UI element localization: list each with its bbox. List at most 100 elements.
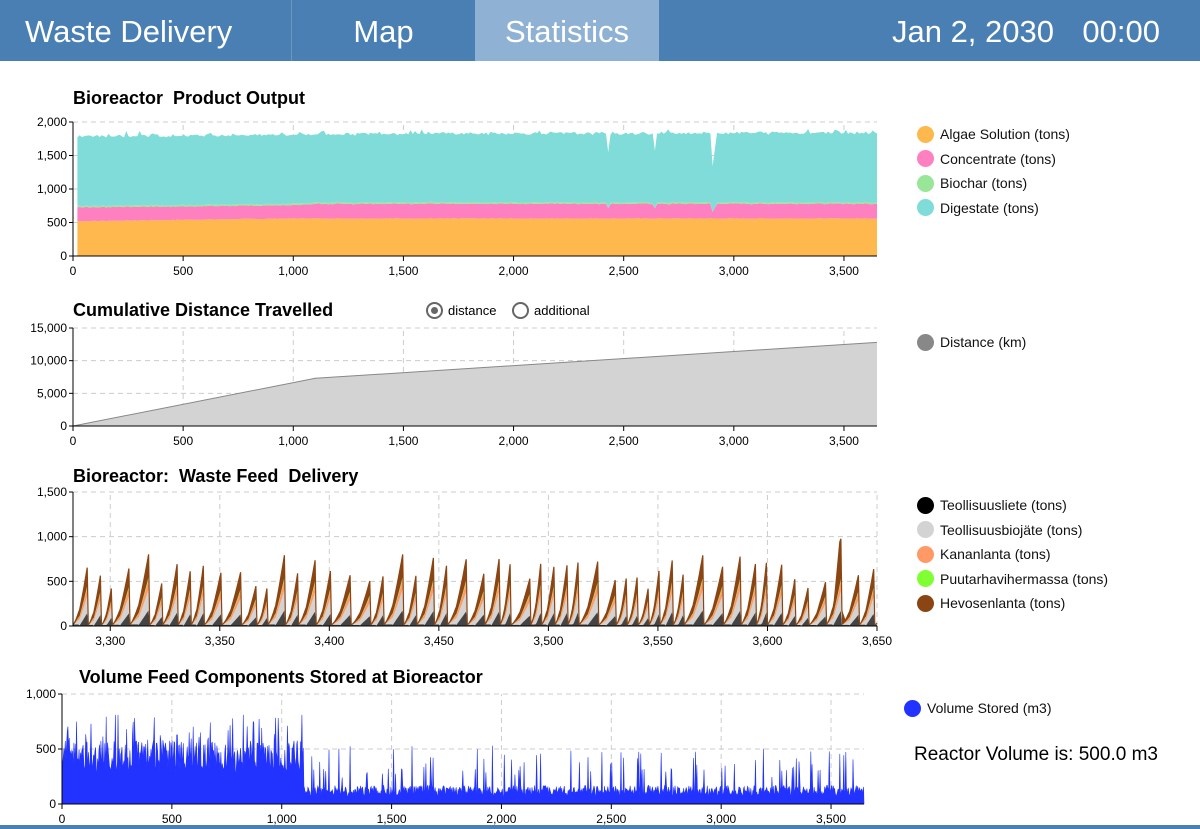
chart-title-distance: Cumulative Distance Travelled [73, 300, 334, 320]
y-tick-label: 1,000 [37, 182, 67, 196]
legend-waste-feed: Teollisuusliete (tons) Teollisuusbiojäte … [917, 493, 1108, 616]
x-tick-label: 3,650 [862, 634, 892, 648]
y-tick-label: 5,000 [37, 386, 67, 400]
x-tick-label: 1,500 [388, 264, 418, 278]
legend-distance: Distance (km) [917, 330, 1026, 355]
x-tick-label: 3,000 [719, 434, 749, 448]
bottom-bar [0, 825, 1200, 829]
x-tick-label: 3,450 [424, 634, 454, 648]
y-tick-label: 0 [60, 619, 67, 633]
legend-label: Puutarhavihermassa (tons) [940, 570, 1109, 587]
legend-label: Algae Solution (tons) [940, 126, 1070, 143]
chart-title-volume-stored: Volume Feed Components Stored at Bioreac… [79, 667, 483, 687]
legend-item: Teollisuusbiojäte (tons) [917, 518, 1108, 543]
area-series-3 [77, 129, 877, 256]
y-tick-label: 1,000 [26, 687, 56, 701]
x-tick-label: 2,000 [486, 812, 516, 826]
distance-area [73, 342, 877, 426]
x-tick-label: 3,500 [816, 812, 846, 826]
chart-title-waste-feed: Bioreactor: Waste Feed Delivery [73, 466, 359, 486]
simulation-time: 00:00 [1082, 14, 1160, 49]
legend-swatch [904, 699, 921, 717]
x-tick-label: 0 [70, 264, 77, 278]
legend-label: Teollisuusbiojäte (tons) [940, 521, 1083, 538]
x-tick-label: 2,500 [609, 434, 639, 448]
x-tick-label: 0 [70, 434, 77, 448]
legend-swatch [917, 594, 934, 612]
legend-label: Digestate (tons) [940, 199, 1039, 216]
radio-selected-icon[interactable] [426, 302, 443, 319]
simulation-date: Jan 2, 2030 [891, 14, 1054, 49]
y-tick-label: 500 [47, 574, 67, 588]
legend-swatch [917, 174, 934, 192]
legend-item: Puutarhavihermassa (tons) [917, 567, 1108, 592]
x-tick-label: 1,500 [388, 434, 418, 448]
top-nav-bar: Waste Delivery Map Statistics Jan 2, 203… [0, 0, 1200, 61]
y-tick-label: 15,000 [30, 321, 67, 335]
x-tick-label: 3,400 [314, 634, 344, 648]
x-tick-label: 500 [162, 812, 182, 826]
x-tick-label: 2,500 [596, 812, 626, 826]
legend-item: Kananlanta (tons) [917, 542, 1108, 567]
reactor-volume-note: Reactor Volume is: 500.0 m3 [914, 744, 1158, 765]
legend-swatch [917, 125, 934, 143]
x-tick-label: 3,000 [706, 812, 736, 826]
y-tick-label: 500 [36, 742, 56, 756]
tab-statistics[interactable]: Statistics [475, 0, 659, 61]
legend-item: Algae Solution (tons) [917, 122, 1070, 147]
y-tick-label: 1,000 [37, 530, 67, 544]
legend-item: Biochar (tons) [917, 171, 1070, 196]
x-tick-label: 3,000 [719, 264, 749, 278]
radio-distance[interactable]: distance [426, 302, 496, 319]
legend-label: Biochar (tons) [940, 175, 1028, 192]
tab-map[interactable]: Map [291, 0, 475, 61]
legend-swatch [917, 521, 934, 539]
x-tick-label: 2,000 [499, 434, 529, 448]
x-tick-label: 1,000 [267, 812, 297, 826]
legend-item: Volume Stored (m3) [904, 696, 1052, 721]
x-tick-label: 500 [173, 264, 193, 278]
x-tick-label: 0 [59, 812, 66, 826]
legend-item: Hevosenlanta (tons) [917, 591, 1108, 616]
legend-item: Digestate (tons) [917, 196, 1070, 221]
x-tick-label: 2,500 [609, 264, 639, 278]
radio-additional-label: additional [534, 303, 590, 318]
y-tick-label: 2,000 [37, 115, 67, 129]
y-tick-label: 500 [47, 216, 67, 230]
x-tick-label: 3,350 [205, 634, 235, 648]
x-tick-label: 3,550 [643, 634, 673, 648]
legend-label: Kananlanta (tons) [940, 546, 1051, 563]
legend-swatch [917, 545, 934, 563]
legend-label: Teollisuusliete (tons) [940, 497, 1067, 514]
distance-line [72, 341, 878, 427]
area-series-1 [77, 203, 877, 256]
legend-volume-stored: Volume Stored (m3) [904, 696, 1052, 721]
x-tick-label: 3,500 [829, 264, 859, 278]
y-tick-label: 0 [60, 249, 67, 263]
y-tick-label: 1,500 [37, 485, 67, 499]
chart-title-product-output: Bioreactor Product Output [73, 88, 306, 108]
y-tick-label: 0 [49, 797, 56, 811]
y-tick-label: 1,500 [37, 149, 67, 163]
tab-waste-delivery[interactable]: Waste Delivery [25, 14, 233, 49]
legend-item: Concentrate (tons) [917, 147, 1070, 172]
legend-swatch [917, 150, 934, 168]
legend-label: Hevosenlanta (tons) [940, 595, 1066, 612]
legend-product-output: Algae Solution (tons) Concentrate (tons) B… [917, 122, 1070, 220]
radio-distance-label: distance [448, 303, 497, 318]
area-series-0 [77, 218, 877, 256]
y-tick-label: 10,000 [30, 354, 67, 368]
x-tick-label: 1,000 [278, 264, 308, 278]
legend-swatch [917, 570, 934, 588]
legend-swatch [917, 496, 934, 514]
radio-unselected-icon[interactable] [512, 302, 529, 319]
legend-label: Concentrate (tons) [940, 150, 1056, 167]
legend-item: Distance (km) [917, 330, 1026, 355]
x-tick-label: 500 [173, 434, 193, 448]
legend-swatch [917, 199, 934, 217]
radio-additional[interactable]: additional [512, 302, 590, 319]
y-tick-label: 0 [60, 419, 67, 433]
legend-label: Distance (km) [940, 334, 1027, 351]
